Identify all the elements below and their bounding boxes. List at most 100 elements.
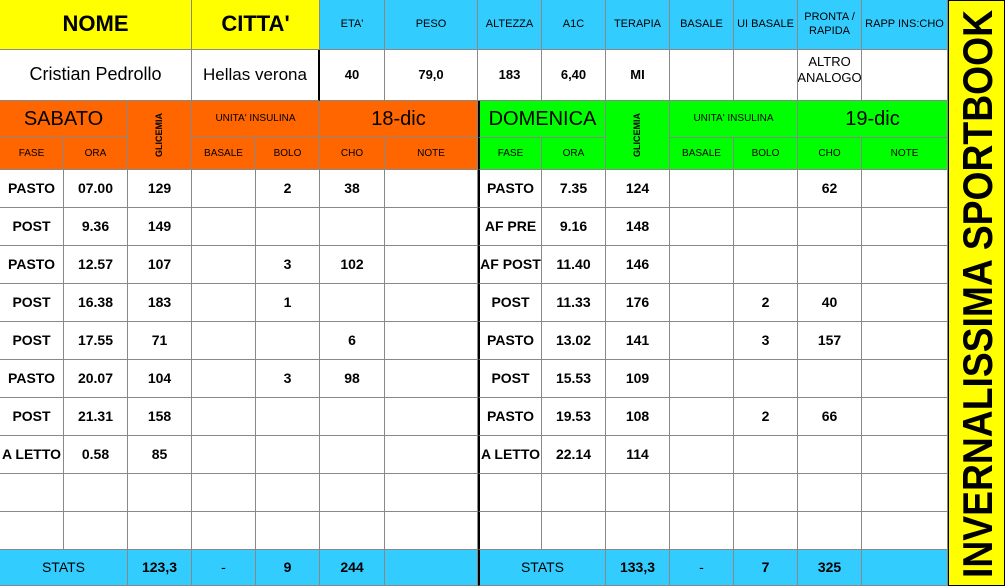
data-cell: 9.36 — [64, 208, 128, 246]
data-cell — [320, 284, 385, 322]
data-cell — [385, 170, 478, 208]
data-cell — [385, 474, 478, 512]
data-cell: 17.55 — [64, 322, 128, 360]
data-cell: A LETTO — [478, 436, 542, 474]
header-value: 183 — [478, 50, 542, 101]
data-cell — [385, 322, 478, 360]
data-cell: 13.02 — [542, 322, 606, 360]
data-cell — [734, 170, 798, 208]
data-cell — [862, 474, 948, 512]
header-value: ALTRO ANALOGO — [798, 50, 862, 101]
data-cell — [798, 208, 862, 246]
day-label: DOMENICA — [478, 101, 606, 138]
data-cell: 38 — [320, 170, 385, 208]
header-value — [670, 50, 734, 101]
stats-label: STATS — [478, 550, 606, 586]
data-cell — [192, 170, 256, 208]
data-cell — [734, 474, 798, 512]
header-value — [734, 50, 798, 101]
header-value: 40 — [320, 50, 385, 101]
data-cell — [670, 360, 734, 398]
column-label: FASE — [0, 138, 64, 170]
data-cell: 157 — [798, 322, 862, 360]
data-cell — [385, 284, 478, 322]
data-cell — [385, 246, 478, 284]
data-cell — [320, 398, 385, 436]
stats-glicemia: 123,3 — [128, 550, 192, 586]
data-cell: 104 — [128, 360, 192, 398]
header-column: TERAPIA — [606, 0, 670, 50]
header-column: BASALE — [670, 0, 734, 50]
header-value — [862, 50, 948, 101]
glicemia-label: GLICEMIA — [606, 101, 670, 170]
data-cell — [128, 474, 192, 512]
data-cell — [862, 322, 948, 360]
glicemia-text: GLICEMIA — [154, 113, 165, 157]
column-label: ORA — [542, 138, 606, 170]
date: 19-dic — [798, 101, 948, 138]
data-cell — [478, 474, 542, 512]
data-cell: 2 — [734, 398, 798, 436]
data-cell — [670, 474, 734, 512]
header-value: 6,40 — [542, 50, 606, 101]
data-cell — [606, 474, 670, 512]
data-cell — [385, 436, 478, 474]
data-cell: 2 — [734, 284, 798, 322]
column-label: NOTE — [385, 138, 478, 170]
date: 18-dic — [320, 101, 478, 138]
data-cell — [192, 398, 256, 436]
data-cell: 85 — [128, 436, 192, 474]
data-cell — [256, 436, 320, 474]
data-cell: 07.00 — [64, 170, 128, 208]
column-label: BOLO — [734, 138, 798, 170]
nome-label: NOME — [0, 0, 192, 50]
data-cell — [798, 246, 862, 284]
data-cell: 1 — [256, 284, 320, 322]
data-cell — [734, 360, 798, 398]
data-cell — [670, 436, 734, 474]
data-cell: 19.53 — [542, 398, 606, 436]
header-value: MI — [606, 50, 670, 101]
column-label: ORA — [64, 138, 128, 170]
data-cell — [670, 170, 734, 208]
data-cell — [734, 246, 798, 284]
data-cell: 107 — [128, 246, 192, 284]
data-cell: POST — [478, 360, 542, 398]
header-column: PRONTA / RAPIDA — [798, 0, 862, 50]
data-cell — [192, 474, 256, 512]
data-cell: 102 — [320, 246, 385, 284]
data-cell: PASTO — [0, 360, 64, 398]
data-cell — [862, 246, 948, 284]
data-cell: 11.40 — [542, 246, 606, 284]
data-cell — [385, 398, 478, 436]
data-cell: 11.33 — [542, 284, 606, 322]
data-cell: 108 — [606, 398, 670, 436]
data-cell — [320, 474, 385, 512]
data-cell: 141 — [606, 322, 670, 360]
data-cell: 0.58 — [64, 436, 128, 474]
data-cell — [862, 436, 948, 474]
data-cell — [256, 398, 320, 436]
side-banner: INVERNALISSIMA SPORTBOOK — [948, 0, 1005, 586]
data-cell — [798, 474, 862, 512]
data-cell — [798, 436, 862, 474]
data-cell: 9.16 — [542, 208, 606, 246]
data-cell — [670, 246, 734, 284]
header-column: ALTEZZA — [478, 0, 542, 50]
header-value: 79,0 — [385, 50, 478, 101]
stats-label: STATS — [0, 550, 128, 586]
stats-note — [862, 550, 948, 586]
data-cell — [670, 284, 734, 322]
data-cell — [542, 474, 606, 512]
data-cell: POST — [478, 284, 542, 322]
data-cell — [670, 512, 734, 550]
data-cell: 158 — [128, 398, 192, 436]
data-cell — [64, 512, 128, 550]
data-cell — [192, 436, 256, 474]
data-cell — [798, 512, 862, 550]
data-cell — [128, 512, 192, 550]
data-cell: 129 — [128, 170, 192, 208]
data-cell — [862, 360, 948, 398]
data-cell — [192, 246, 256, 284]
data-cell — [385, 512, 478, 550]
